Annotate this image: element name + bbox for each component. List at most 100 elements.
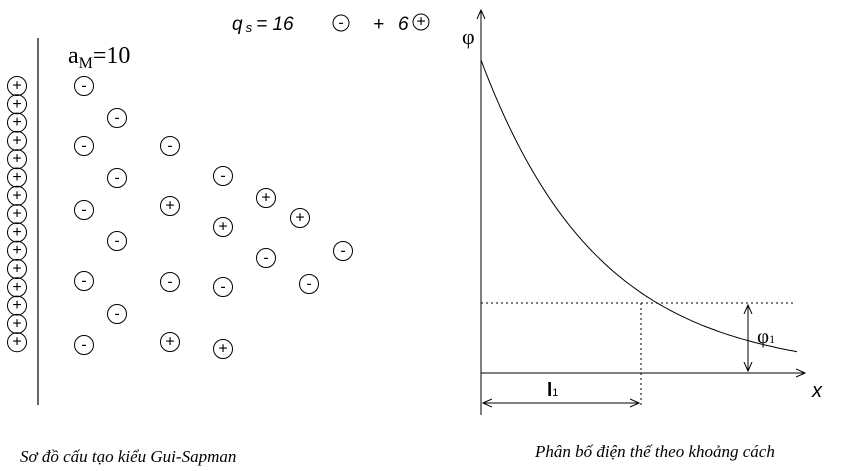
ion-sign: +: [261, 190, 270, 207]
ion-circle: [7, 149, 27, 170]
text-part: φ: [757, 324, 769, 348]
ion-sign: +: [12, 242, 21, 259]
ion-circle: [160, 196, 180, 216]
ion-sign: +: [12, 224, 21, 241]
ion-circle: [74, 76, 94, 96]
ion-sign: -: [81, 273, 86, 290]
ion-circle: [213, 217, 233, 237]
x-axis-label: x: [811, 380, 823, 402]
ion-sign: +: [12, 315, 21, 332]
phi1-label: φ1: [757, 324, 775, 348]
shape: 6: [398, 14, 409, 35]
caption-right: Phân bố điện thế theo khoảng cách: [534, 442, 775, 461]
ion-circle: [7, 76, 27, 96]
ion-circle: [107, 108, 127, 128]
ion-circle: [7, 240, 27, 261]
ion-circle: [213, 339, 233, 359]
caption-left: Sơ đồ cấu tạo kiểu Gui-Sapman: [20, 447, 236, 466]
ion-circle: [160, 272, 180, 292]
ion-circle: [213, 166, 233, 186]
ion-sign: +: [12, 297, 21, 314]
l1-label: l1: [547, 380, 558, 401]
ion-sign: -: [167, 138, 172, 155]
ion-circle: [7, 313, 27, 334]
ion-sign: -: [114, 170, 119, 187]
ion-sign: +: [165, 198, 174, 215]
ion-sign: -: [306, 276, 311, 293]
ion-circle: [256, 248, 276, 268]
ion-sign: +: [12, 334, 21, 351]
ion-sign: +: [12, 261, 21, 278]
text-part: l: [547, 380, 552, 401]
ion-circle: [7, 185, 27, 206]
ion-sign: +: [218, 341, 227, 358]
ion-circle: [299, 274, 319, 294]
ion-sign: -: [81, 202, 86, 219]
ion-sign: -: [263, 250, 268, 267]
ion-circle: [7, 94, 27, 115]
ion-sign: -: [340, 243, 345, 260]
ion-sign: -: [114, 233, 119, 250]
ion-circle: [74, 200, 94, 220]
ion-sign: -: [220, 279, 225, 296]
ion-circle: [7, 167, 27, 188]
ion-circle: [213, 277, 233, 297]
text-part: M: [79, 55, 93, 72]
ion-circle: [107, 231, 127, 251]
ion-circle: [7, 112, 27, 133]
ion-circle: [107, 168, 127, 188]
text-part: a: [68, 43, 79, 69]
ion-sign: +: [12, 169, 21, 186]
ion-sign: +: [12, 279, 21, 296]
ion-circle: [74, 136, 94, 156]
shape: +: [416, 14, 425, 31]
ion-sign: +: [218, 219, 227, 236]
ion-circle: [7, 277, 27, 298]
ion-circle: [290, 208, 310, 228]
shape: -: [338, 15, 343, 32]
ion-circle: [160, 136, 180, 156]
ion-sign: -: [81, 337, 86, 354]
ion-sign: +: [12, 78, 21, 95]
right-panel: φ x φ1 l1 Phân bố điện thế theo khoảng c…: [462, 10, 823, 461]
ion-sign: +: [12, 132, 21, 149]
ion-circle: [256, 188, 276, 208]
ion-sign: +: [12, 187, 21, 204]
ion-circle: [7, 259, 27, 279]
ion-sign: +: [165, 334, 174, 351]
shape: [412, 13, 430, 31]
text-part: =10: [93, 43, 131, 69]
ion-circle: [74, 271, 94, 291]
ion-sign: -: [220, 168, 225, 185]
ion-circle: [7, 332, 27, 353]
ion-circle: [7, 295, 27, 316]
text-part: 1: [552, 387, 558, 399]
ion-sign: -: [167, 274, 172, 291]
y-axis-label: φ: [462, 24, 475, 49]
shape: q s = 16: [232, 14, 294, 35]
left-panel: aM=10 q s = 16 - + 6 + Sơ đồ cấu tạo kiểu …: [7, 13, 430, 466]
ion-sign: +: [12, 206, 21, 223]
formula: q s = 16 - + 6 +: [232, 13, 430, 35]
ion-circle: [7, 130, 27, 151]
ion-circle: [74, 335, 94, 355]
text-part: s: [246, 20, 253, 35]
ion-sign: -: [114, 306, 119, 323]
ion-sign: -: [114, 110, 119, 127]
shape: +: [373, 14, 384, 35]
ion-sign: +: [12, 96, 21, 113]
shape: [332, 14, 350, 32]
ion-sign: -: [81, 138, 86, 155]
ion-circle: [7, 222, 27, 243]
potential-curve: [480, 59, 798, 353]
ion-circle: [160, 332, 180, 352]
ion-circle: [333, 241, 353, 261]
ion-sign: -: [81, 78, 86, 95]
ion-sign: +: [295, 210, 304, 227]
text-part: = 16: [256, 14, 294, 35]
ion-circle: [107, 304, 127, 324]
text-part: q: [232, 14, 243, 35]
text-part: 1: [769, 332, 775, 346]
ion-sign: +: [12, 151, 21, 168]
